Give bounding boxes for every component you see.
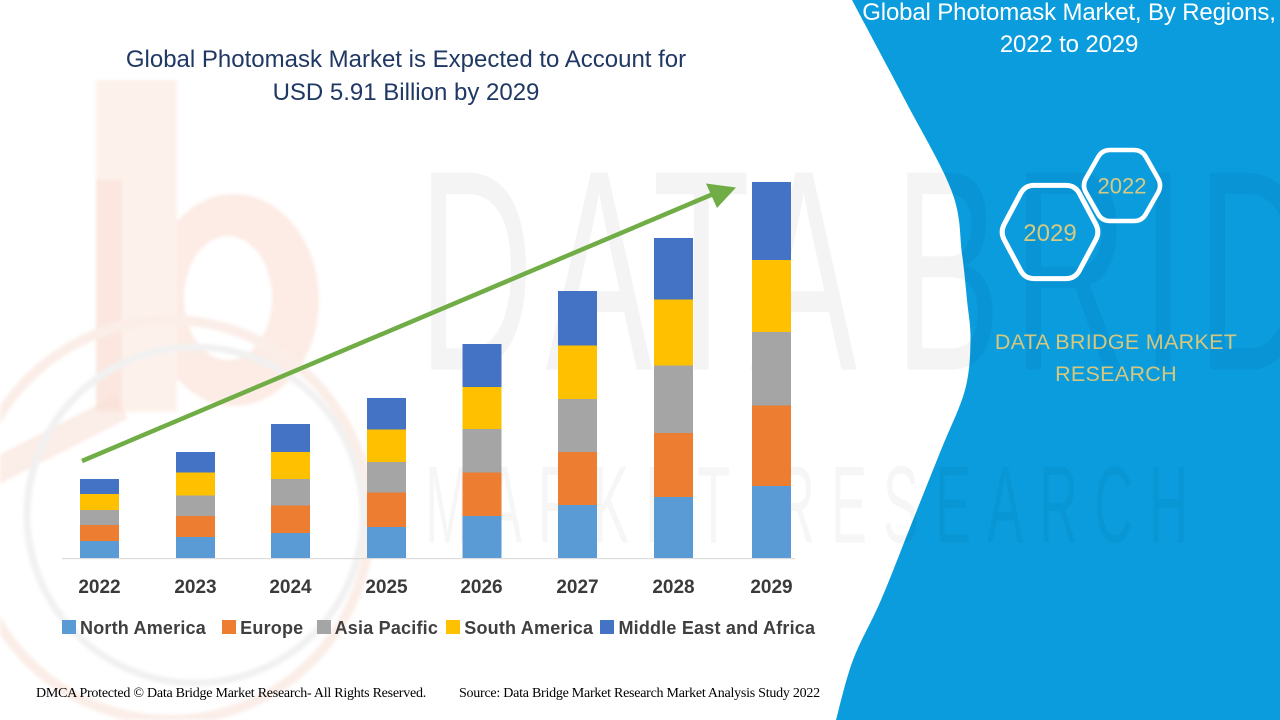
svg-text:2029: 2029 — [1023, 220, 1076, 247]
svg-text:2022: 2022 — [1098, 174, 1147, 199]
